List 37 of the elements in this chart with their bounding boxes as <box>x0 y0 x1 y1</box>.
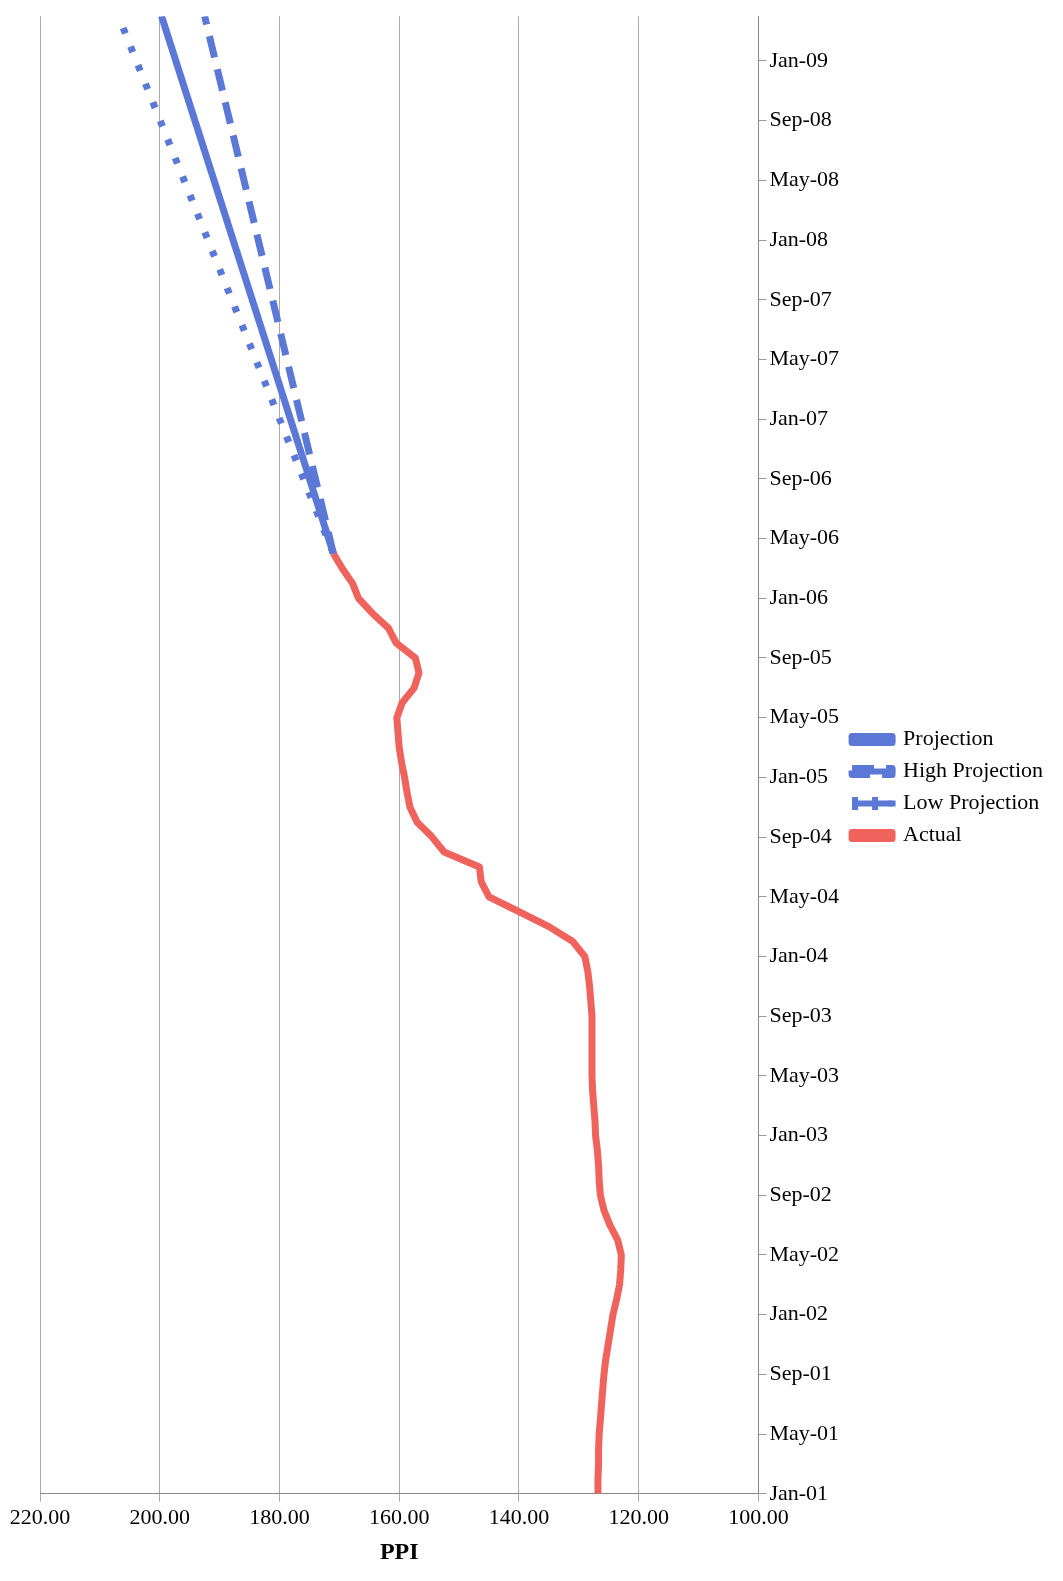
y-tick-label: May-02 <box>769 1240 840 1266</box>
x-axis-title: PPI <box>379 1537 419 1564</box>
y-tick-label: Jan-04 <box>769 942 829 968</box>
y-tick-label: Sep-02 <box>769 1181 832 1207</box>
y-tick-label: Jan-08 <box>769 225 829 251</box>
y-tick-label: Sep-03 <box>769 1001 832 1027</box>
legend-label: High Projection <box>903 757 1044 783</box>
y-tick-label: Sep-01 <box>769 1360 832 1386</box>
y-tick-label: Sep-07 <box>769 285 832 311</box>
legend-label: Low Projection <box>903 789 1040 815</box>
y-tick-label: May-01 <box>769 1419 840 1445</box>
y-tick-label: Sep-08 <box>769 106 832 132</box>
y-tick-label: May-08 <box>769 166 840 192</box>
legend-label: Actual <box>903 821 962 847</box>
y-tick-label: Jan-03 <box>769 1121 829 1147</box>
y-tick-label: Jan-01 <box>769 1479 829 1505</box>
y-tick-label: Jan-05 <box>769 763 829 789</box>
x-tick-label: 100.00 <box>728 1503 789 1529</box>
x-tick-label: 200.00 <box>129 1503 190 1529</box>
x-tick-label: 160.00 <box>368 1503 430 1529</box>
x-tick-label: 120.00 <box>608 1503 669 1529</box>
y-tick-label: May-07 <box>769 345 840 371</box>
y-tick-label: Jan-07 <box>769 404 829 430</box>
x-tick-label: 140.00 <box>488 1503 550 1529</box>
y-tick-label: Sep-05 <box>769 643 832 669</box>
y-tick-label: Jan-02 <box>769 1300 829 1326</box>
y-tick-label: Jan-09 <box>769 46 829 72</box>
x-tick-label: 180.00 <box>249 1503 310 1529</box>
y-tick-label: Jan-06 <box>769 584 829 610</box>
y-tick-label: May-06 <box>769 524 840 550</box>
y-tick-label: Sep-06 <box>769 464 832 490</box>
y-tick-label: May-05 <box>769 703 840 729</box>
y-tick-label: May-04 <box>769 882 840 908</box>
legend-label: Projection <box>903 725 994 751</box>
y-tick-label: May-03 <box>769 1061 840 1087</box>
x-tick-label: 220.00 <box>9 1503 71 1529</box>
y-tick-label: Sep-04 <box>769 822 832 848</box>
